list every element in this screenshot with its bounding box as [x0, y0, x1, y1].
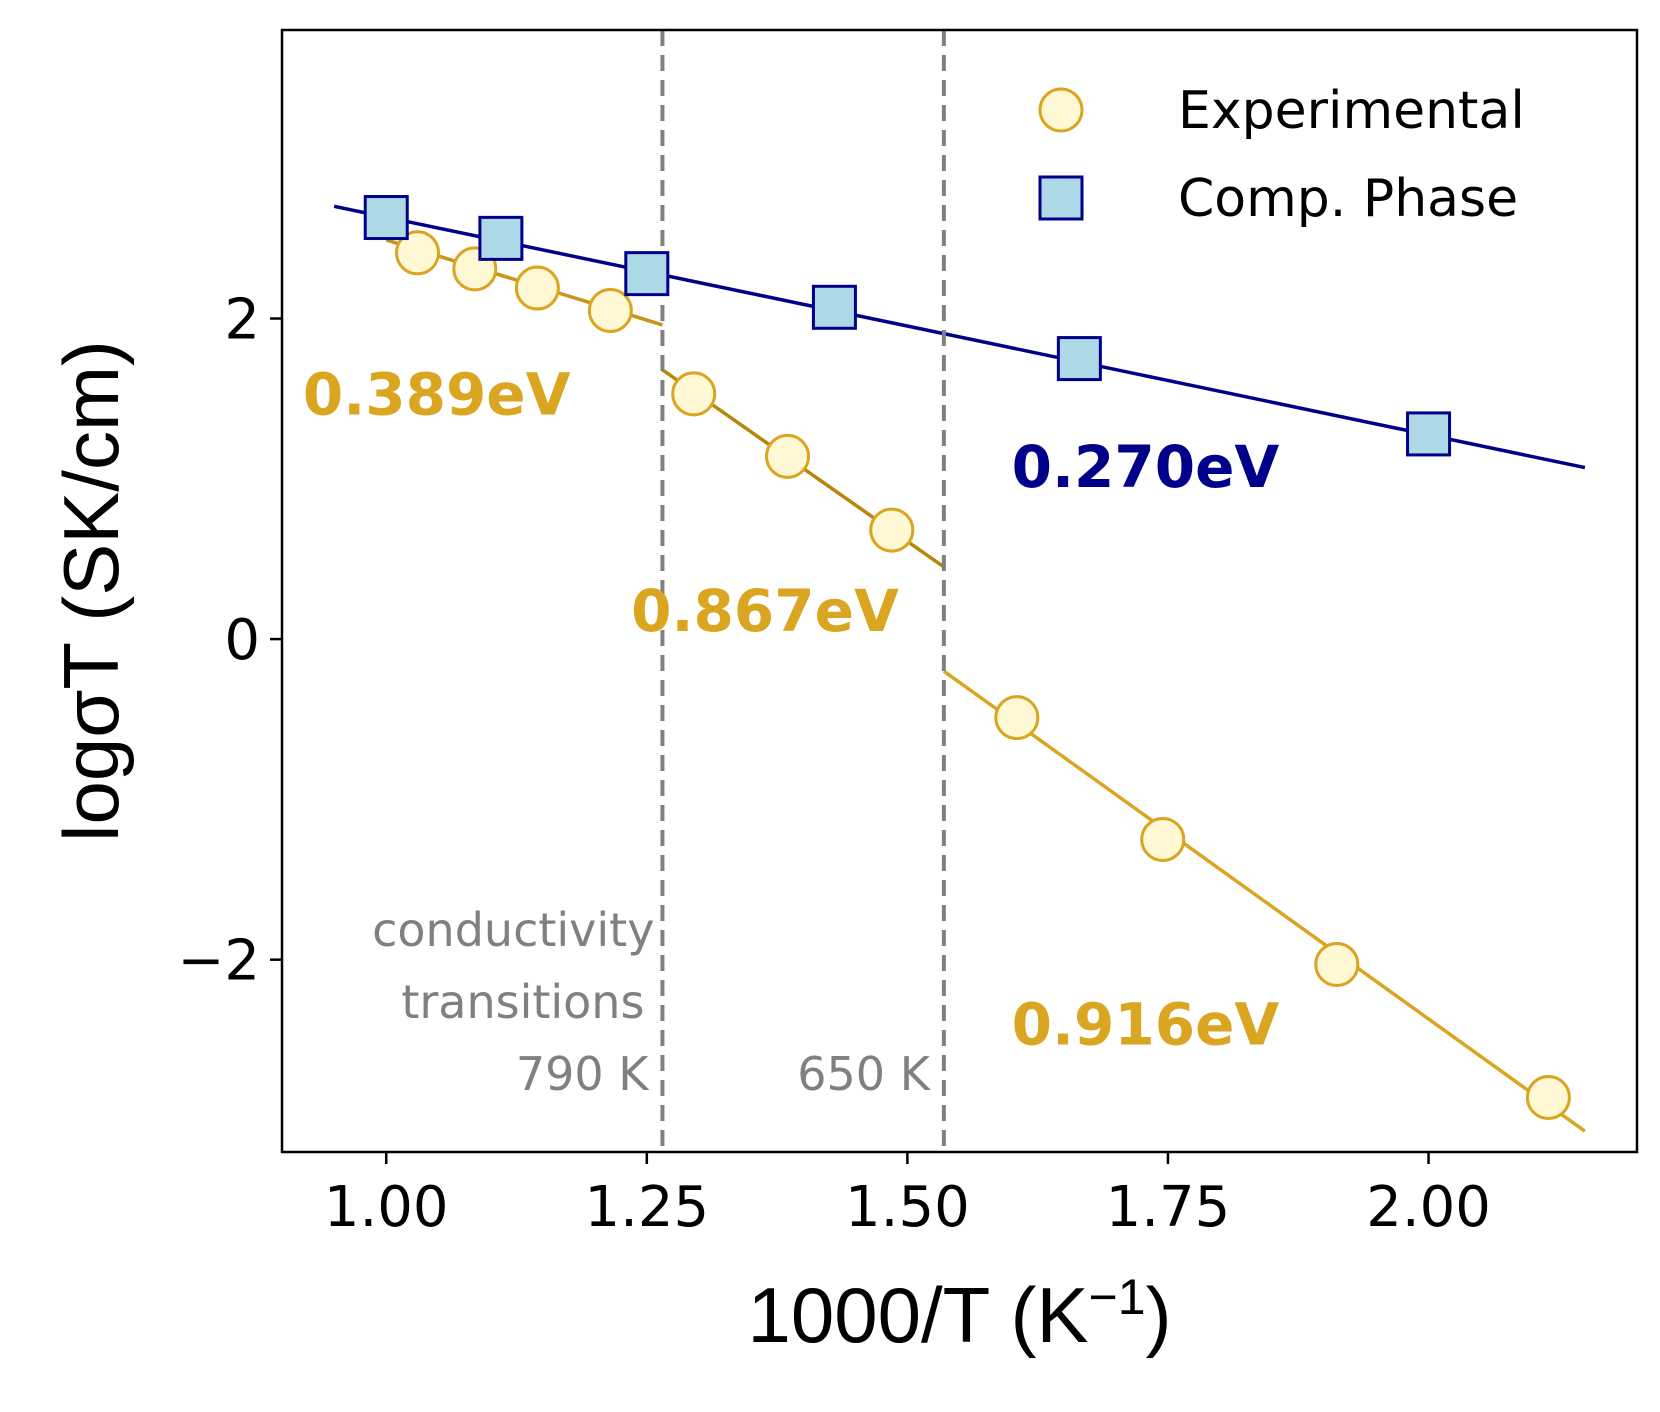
plot-frame: [280, 28, 1639, 1154]
experimental-point: [1525, 1075, 1571, 1121]
comp-phase-point: [624, 251, 670, 297]
transition-label: 790 K: [516, 1047, 650, 1101]
activation-energy-label: 0.389eV: [303, 361, 571, 429]
comp-phase-point: [1406, 411, 1452, 457]
transition-lines: [660, 30, 946, 1152]
experimental-point: [1314, 941, 1360, 987]
annotations: 790 K 650 K conductivity transitions 0.389eV…: [303, 361, 1280, 1101]
legend: Experimental Comp. Phase: [1038, 81, 1525, 229]
x-tick-label: 1.50: [845, 1175, 970, 1240]
legend-label: Comp. Phase: [1178, 169, 1518, 229]
experimental-point: [1140, 816, 1186, 862]
data-points: [363, 195, 1571, 1121]
axes: 1.00 1.25 1.50 1.75 2.00 −2 0 2: [177, 288, 1490, 1240]
experimental-point: [395, 230, 440, 276]
experimental-point: [514, 265, 560, 311]
fit-line: [333, 204, 1586, 470]
comp-phase-point: [478, 215, 524, 261]
y-tick-label: 2: [224, 288, 260, 353]
activation-energy-label: 0.867eV: [631, 577, 899, 645]
comp-phase-point: [811, 284, 857, 330]
x-axis-title: 1000/T (K−1): [747, 1269, 1171, 1359]
experimental-point: [671, 371, 717, 417]
legend-label: Experimental: [1178, 81, 1525, 141]
comp-phase-point: [1056, 336, 1102, 382]
comp-phase-point: [363, 195, 409, 241]
experimental-point: [869, 507, 915, 553]
x-tick-label: 1.75: [1106, 1175, 1231, 1240]
experimental-point: [765, 433, 811, 479]
y-tick-label: 0: [224, 608, 260, 673]
y-tick-label: −2: [177, 929, 260, 994]
legend-marker-comp-phase: [1038, 175, 1084, 221]
activation-energy-label: 0.916eV: [1012, 991, 1280, 1059]
legend-marker-experimental: [1038, 87, 1084, 133]
transition-caption-line: transitions: [401, 975, 644, 1029]
x-tick-label: 1.25: [584, 1175, 709, 1240]
activation-energy-label: 0.270eV: [1012, 433, 1280, 501]
transition-caption-line: conductivity: [372, 903, 654, 957]
experimental-point: [994, 695, 1040, 741]
fit-line: [942, 669, 1586, 1133]
y-axis-title: logσT (SK/cm): [47, 340, 135, 842]
experimental-point: [587, 288, 633, 333]
x-tick-label: 1.00: [324, 1175, 449, 1240]
transition-label: 650 K: [797, 1047, 931, 1101]
x-tick-label: 2.00: [1366, 1175, 1491, 1240]
